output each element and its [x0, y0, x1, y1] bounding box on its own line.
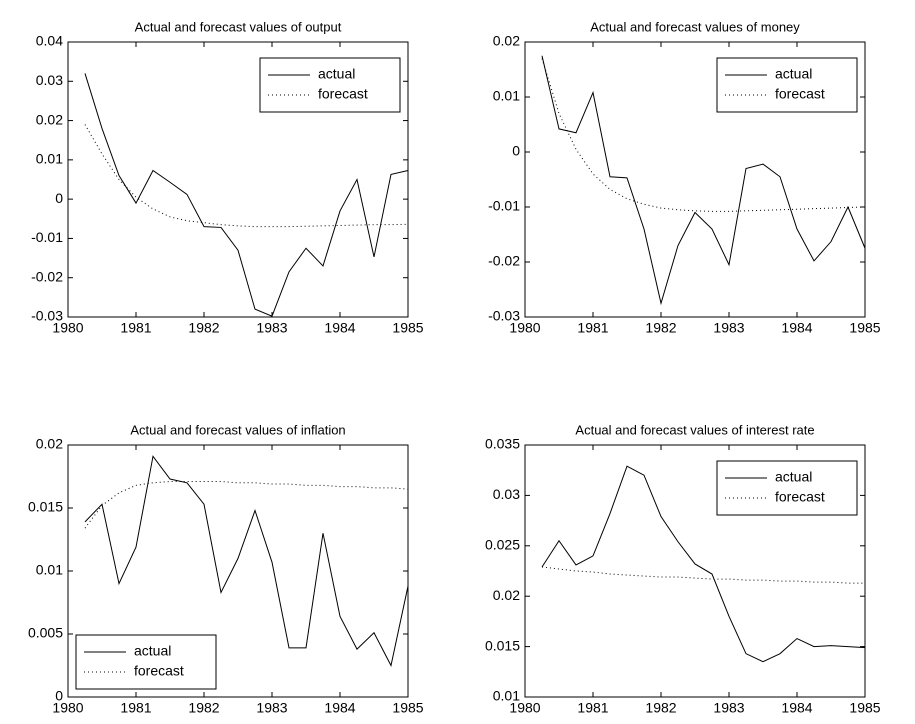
- y-tick-label: 0.01: [36, 562, 63, 578]
- y-tick-label: 0.04: [36, 33, 63, 49]
- y-tick-label: -0.01: [31, 229, 63, 245]
- legend-box: [716, 460, 858, 516]
- x-tick-label: 1985: [849, 700, 880, 716]
- x-tick-label: 1980: [509, 700, 540, 716]
- series-line: [84, 73, 409, 317]
- x-tick-label: 1985: [392, 700, 423, 716]
- legend-label: forecast: [775, 86, 825, 102]
- legend-label: forecast: [134, 663, 184, 679]
- x-tick-label: 1980: [52, 700, 83, 716]
- x-tick-label: 1982: [188, 320, 219, 336]
- series-line: [541, 465, 866, 663]
- legend-label: actual: [318, 66, 355, 82]
- chart-title: Actual and forecast values of inflation: [130, 422, 345, 437]
- x-tick-label: 1981: [120, 320, 151, 336]
- plot-frame: [524, 444, 866, 698]
- legend-box: [259, 57, 401, 113]
- x-tick-label: 1981: [577, 700, 608, 716]
- x-tick-label: 1980: [509, 320, 540, 336]
- x-tick-label: 1983: [256, 320, 287, 336]
- series-line: [84, 455, 409, 667]
- y-tick-label: 0.035: [485, 436, 520, 452]
- y-tick-label: -0.03: [31, 308, 63, 324]
- y-tick-label: -0.02: [488, 253, 520, 269]
- chart-title: Actual and forecast values of interest r…: [575, 422, 814, 437]
- legend-label: actual: [134, 643, 171, 659]
- y-tick-label: 0.02: [493, 587, 520, 603]
- legend-box: [75, 634, 217, 690]
- legend-box: [716, 57, 858, 113]
- y-tick-label: 0.01: [493, 688, 520, 704]
- y-tick-label: 0.025: [485, 537, 520, 553]
- y-tick-label: 0.02: [493, 33, 520, 49]
- x-tick-label: 1984: [324, 700, 355, 716]
- x-tick-label: 1982: [188, 700, 219, 716]
- x-tick-label: 1980: [52, 320, 83, 336]
- y-tick-label: 0.03: [493, 486, 520, 502]
- series-line: [84, 124, 409, 228]
- x-tick-label: 1982: [645, 700, 676, 716]
- y-tick-label: 0: [55, 190, 63, 206]
- x-tick-label: 1983: [713, 700, 744, 716]
- x-tick-label: 1983: [256, 700, 287, 716]
- y-tick-label: 0.02: [36, 111, 63, 127]
- x-tick-label: 1982: [645, 320, 676, 336]
- y-tick-label: -0.02: [31, 268, 63, 284]
- x-tick-label: 1985: [392, 320, 423, 336]
- plot-frame: [524, 41, 866, 318]
- x-tick-label: 1983: [713, 320, 744, 336]
- chart-title: Actual and forecast values of output: [135, 19, 342, 34]
- x-tick-label: 1984: [781, 700, 812, 716]
- legend-label: forecast: [318, 86, 368, 102]
- y-tick-label: -0.03: [488, 308, 520, 324]
- x-tick-label: 1981: [120, 700, 151, 716]
- y-tick-label: -0.01: [488, 198, 520, 214]
- y-tick-label: 0.03: [36, 72, 63, 88]
- x-tick-label: 1984: [324, 320, 355, 336]
- y-tick-label: 0: [55, 688, 63, 704]
- y-tick-label: 0.015: [28, 499, 63, 515]
- y-tick-label: 0: [512, 143, 520, 159]
- x-tick-label: 1985: [849, 320, 880, 336]
- y-tick-label: 0.015: [485, 637, 520, 653]
- legend-label: forecast: [775, 489, 825, 505]
- x-tick-label: 1984: [781, 320, 812, 336]
- legend-label: actual: [775, 66, 812, 82]
- series-line: [84, 481, 409, 529]
- y-tick-label: 0.02: [36, 436, 63, 452]
- plot-frame: [67, 41, 409, 318]
- x-tick-label: 1981: [577, 320, 608, 336]
- y-tick-label: 0.01: [493, 88, 520, 104]
- series-line: [541, 55, 866, 306]
- chart-title: Actual and forecast values of money: [590, 19, 800, 34]
- legend-label: actual: [775, 469, 812, 485]
- y-tick-label: 0.01: [36, 151, 63, 167]
- y-tick-label: 0.005: [28, 625, 63, 641]
